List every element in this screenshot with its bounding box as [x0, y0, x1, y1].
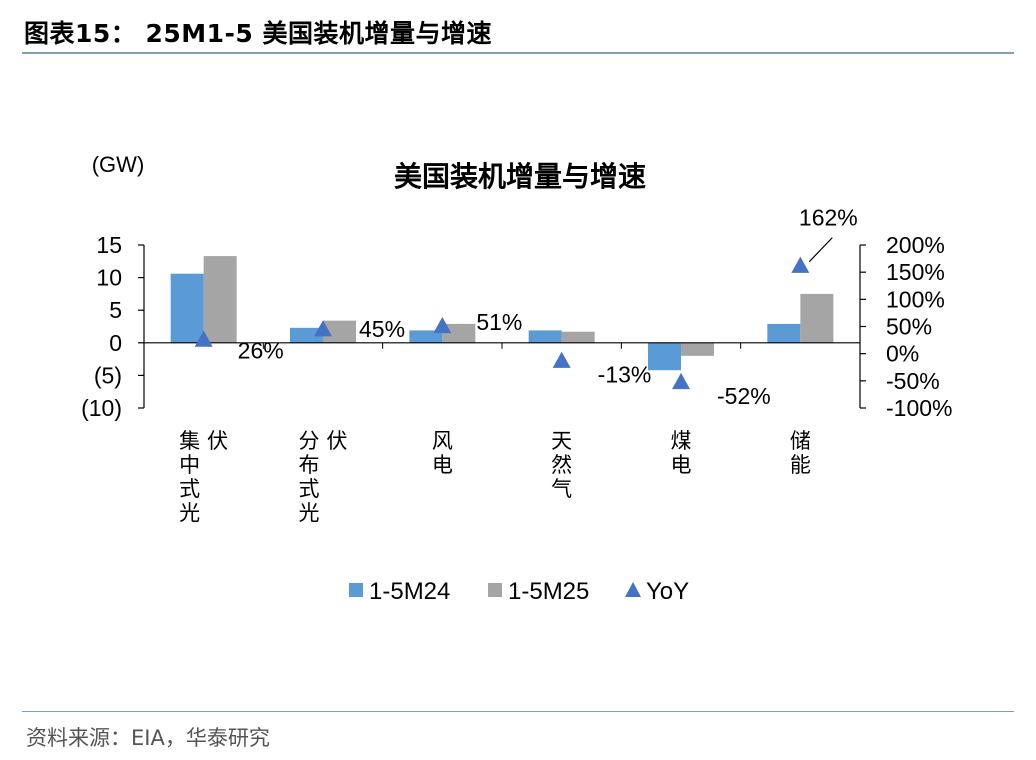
category-label: 分布式光伏 — [299, 429, 348, 525]
legend: 1-5M24 1-5M25 YoY — [349, 578, 689, 605]
yoy-data-label: 162% — [799, 205, 858, 231]
yoy-marker — [314, 320, 332, 337]
source-note: 资料来源：EIA，华泰研究 — [26, 726, 270, 750]
legend-label: 1-5M24 — [369, 578, 450, 605]
yoy-label-leader — [808, 237, 833, 263]
left-axis-tick-label: 0 — [109, 330, 122, 356]
yoy-data-label: 51% — [476, 309, 522, 335]
legend-swatch — [349, 583, 363, 597]
bar-1-5m24 — [648, 342, 681, 371]
footer-divider — [22, 711, 1014, 712]
right-axis-tick-label: -50% — [886, 368, 940, 394]
bar-layer — [143, 256, 861, 371]
left-axis-tick-label: 15 — [96, 232, 122, 258]
bar-1-5m24 — [170, 273, 204, 343]
category-label: 风电 — [432, 429, 453, 477]
legend-label: YoY — [646, 578, 689, 605]
bar-1-5m25 — [800, 293, 834, 343]
yoy-marker — [433, 316, 452, 334]
right-axis-tick-label: 50% — [886, 314, 932, 340]
left-axis-tick-label: 10 — [96, 265, 122, 291]
bar-1-5m25 — [203, 256, 237, 343]
bar-1-5m24 — [767, 323, 801, 343]
legend-swatch-triangle — [625, 582, 641, 597]
left-axis-tick-label: (10) — [81, 395, 122, 421]
left-axis-tick-label: 5 — [109, 297, 122, 323]
right-axis-tick-label: -100% — [886, 395, 952, 421]
category-label: 集中式光伏 — [179, 429, 228, 525]
yoy-data-label: 26% — [238, 338, 284, 364]
yoy-data-label: -13% — [598, 362, 652, 388]
yoy-data-label: -52% — [717, 383, 771, 409]
bar-1-5m24 — [409, 330, 443, 343]
category-label: 天然气 — [551, 429, 572, 501]
right-axis-tick-label: 150% — [886, 259, 945, 285]
bar-1-5m25 — [561, 331, 595, 343]
legend-swatch — [488, 583, 502, 597]
category-label: 煤电 — [671, 429, 692, 477]
right-axis-tick-label: 200% — [886, 232, 945, 258]
yoy-marker — [194, 330, 213, 347]
category-labels: 集中式光伏 分布式光伏 风电 天然气 煤电 储能 — [179, 429, 811, 525]
bar-1-5m25 — [681, 342, 714, 356]
header-divider — [22, 52, 1014, 54]
left-axis: 15 10 5 0 (5) (10) — [81, 232, 145, 421]
yoy-marker-layer: 26% 45% 51% -13% -52% 162% — [194, 205, 858, 409]
right-axis-tick-label: 100% — [886, 286, 945, 312]
yoy-marker — [552, 351, 571, 368]
left-axis-tick-label: (5) — [94, 362, 122, 388]
bar-1-5m25 — [442, 323, 476, 343]
bar-1-5m24 — [290, 327, 323, 343]
right-axis-tick-label: 0% — [886, 341, 919, 367]
yoy-marker — [791, 256, 810, 273]
yoy-marker — [672, 372, 690, 390]
y-axis-unit-label: (GW) — [92, 152, 145, 177]
bar-1-5m24 — [528, 330, 562, 343]
bar-1-5m25 — [323, 320, 356, 343]
category-label: 储能 — [790, 429, 811, 477]
chart-title: 美国装机增量与增速 — [394, 160, 646, 193]
right-axis: 200%150%100%50%0%-50%-100% — [859, 232, 952, 421]
legend-label: 1-5M25 — [508, 578, 589, 605]
yoy-data-label: 45% — [359, 316, 405, 342]
figure-title: 图表15： 25M1-5 美国装机增量与增速 — [24, 19, 493, 48]
